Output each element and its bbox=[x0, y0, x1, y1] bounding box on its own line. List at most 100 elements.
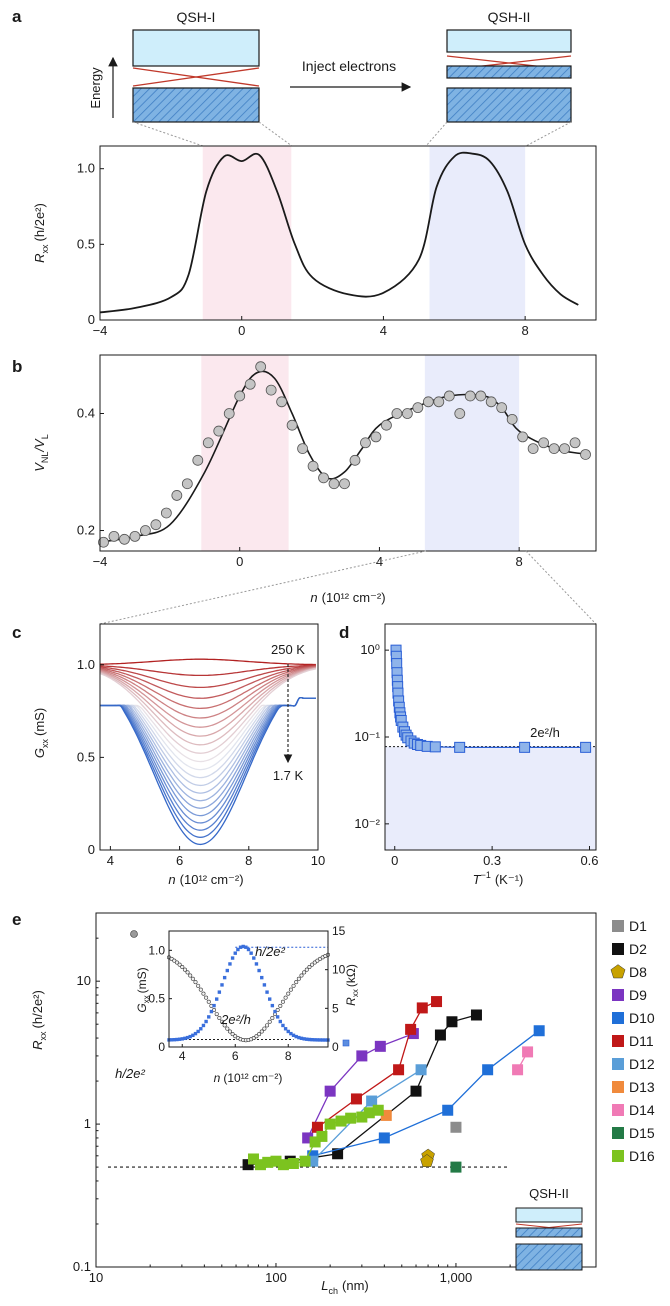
data-point bbox=[332, 1148, 344, 1160]
rxx-point bbox=[297, 1035, 301, 1040]
data-point bbox=[345, 1112, 357, 1124]
data-point bbox=[612, 1104, 624, 1116]
panel-e-ylabel: Rxx (h/2e²) bbox=[30, 990, 48, 1050]
legend-label: D16 bbox=[629, 1148, 655, 1164]
gxx-point bbox=[185, 970, 190, 975]
legend-label: D15 bbox=[629, 1125, 655, 1141]
x-tick-label: 0.3 bbox=[483, 853, 501, 868]
ylabel-sub: xx bbox=[38, 1031, 48, 1041]
panel-label-d: d bbox=[339, 623, 349, 642]
ylabel-sub: xx bbox=[351, 989, 360, 997]
data-point bbox=[255, 361, 267, 373]
legend-item-d13: D13 bbox=[612, 1079, 655, 1095]
x-tick-label: 8 bbox=[522, 323, 529, 338]
data-point bbox=[527, 443, 539, 455]
y-tick-label: 0.2 bbox=[77, 523, 95, 538]
gxx-curve bbox=[99, 664, 316, 677]
data-point bbox=[318, 472, 329, 484]
projection-line bbox=[525, 550, 597, 625]
inset-label-r: h/2e² bbox=[255, 944, 285, 959]
rxx-point bbox=[238, 945, 243, 949]
projection-line bbox=[425, 121, 448, 147]
data-point bbox=[580, 449, 591, 460]
y-tick-label: 0.4 bbox=[77, 406, 95, 421]
data-point bbox=[339, 478, 350, 490]
xlabel-unit: (10¹² cm⁻²) bbox=[180, 872, 244, 887]
ylabel-main: R bbox=[30, 1040, 45, 1049]
data-point bbox=[98, 536, 109, 548]
rxx-point bbox=[241, 944, 245, 949]
gxx-point bbox=[196, 983, 201, 988]
gxx-point bbox=[217, 1016, 222, 1021]
gxx-point bbox=[283, 995, 288, 1000]
gxx-point bbox=[174, 960, 179, 965]
data-point bbox=[612, 1012, 624, 1024]
y-right-tick-label: 10 bbox=[332, 963, 346, 977]
gxx-curve bbox=[99, 666, 316, 710]
x-tick-label: 0 bbox=[236, 554, 243, 569]
rxx-point bbox=[175, 1037, 179, 1042]
gxx-curve bbox=[99, 696, 316, 838]
data-point bbox=[391, 658, 403, 670]
qsh2-small-band bbox=[515, 1207, 583, 1223]
gxx-point bbox=[206, 999, 211, 1004]
data-point bbox=[569, 437, 581, 449]
legend-label: D13 bbox=[629, 1079, 655, 1095]
ylabel-main: G bbox=[135, 1003, 149, 1012]
legend-label: D14 bbox=[629, 1102, 655, 1118]
xlabel-main: n bbox=[168, 872, 175, 887]
rxx-point bbox=[254, 962, 259, 966]
data-point bbox=[610, 964, 626, 979]
gxx-point bbox=[222, 1023, 227, 1028]
gxx-point bbox=[270, 1016, 275, 1021]
rxx-point bbox=[257, 968, 261, 973]
xlabel-sup: −1 bbox=[481, 870, 491, 880]
gxx-point bbox=[254, 1034, 259, 1039]
xlabel-unit: (nm) bbox=[342, 1278, 369, 1293]
gxx-curve bbox=[99, 668, 317, 754]
x-tick-label: 0 bbox=[391, 853, 398, 868]
inset-label-g: 2e²/h bbox=[220, 1012, 251, 1027]
shade-region-qsh2 bbox=[424, 355, 520, 551]
rxx-point bbox=[169, 1038, 174, 1042]
qsh2-small-schematic: QSH-II bbox=[515, 1186, 583, 1271]
data-point bbox=[181, 478, 193, 490]
xlabel-unit: (10¹² cm⁻²) bbox=[223, 1071, 282, 1085]
data-point bbox=[420, 1154, 434, 1167]
series-d1 bbox=[450, 1121, 462, 1133]
y-tick-label: 0.1 bbox=[73, 1259, 91, 1274]
panel-b-plot: −4 0 4 8 0.2 0.4 VNL/VL n (10¹² cm⁻²) bbox=[32, 354, 597, 605]
ylabel-sub: xx bbox=[40, 739, 50, 749]
ylabel-unit: (mS) bbox=[135, 967, 149, 993]
projection-line bbox=[132, 121, 204, 147]
data-point bbox=[612, 1127, 624, 1139]
data-point bbox=[431, 996, 443, 1008]
data-point bbox=[433, 396, 445, 408]
x-tick-label: 100 bbox=[265, 1270, 287, 1285]
rxx-point bbox=[225, 968, 229, 973]
data-point bbox=[302, 1132, 314, 1144]
legend-item-d14: D14 bbox=[612, 1102, 655, 1118]
data-point bbox=[442, 1104, 454, 1116]
data-point bbox=[416, 1002, 428, 1014]
rxx-point bbox=[180, 1037, 184, 1041]
shade-region-qsh1 bbox=[202, 146, 292, 320]
gxx-curve bbox=[99, 665, 316, 699]
gxx-point bbox=[265, 1023, 270, 1028]
legend-item-d1: D1 bbox=[612, 918, 647, 934]
rxx-point bbox=[183, 1036, 187, 1041]
rxx-point bbox=[185, 1035, 190, 1040]
panel-c-plot: 4 6 8 10 0 0.5 1.0 250 K 1.7 K Gxx (mS) n (10¹² … bbox=[32, 623, 325, 887]
qsh2-schematic: QSH-II bbox=[446, 9, 572, 123]
data-point bbox=[612, 1035, 624, 1047]
series-d15 bbox=[450, 1161, 462, 1173]
data-point bbox=[286, 419, 298, 431]
rxx-point bbox=[273, 1009, 277, 1014]
gxx-point bbox=[201, 991, 206, 996]
y-tick-label: 10⁰ bbox=[360, 642, 380, 657]
legend-item-d9: D9 bbox=[612, 987, 647, 1003]
ylabel-slash: /V bbox=[32, 438, 47, 453]
y-tick-label: 0 bbox=[88, 842, 95, 857]
gxx-point bbox=[267, 1019, 272, 1024]
